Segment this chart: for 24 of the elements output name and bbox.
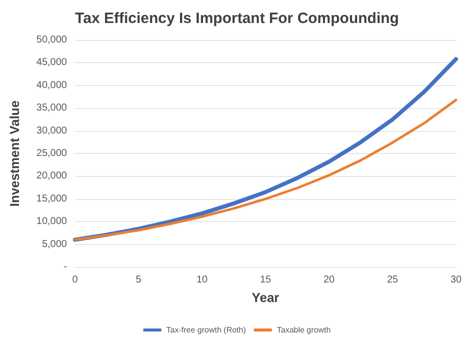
x-tick-label: 25 (386, 274, 398, 286)
y-tick-label: 15,000 (36, 193, 68, 204)
x-tick-label: 20 (323, 274, 335, 286)
legend-label: Taxable growth (276, 326, 331, 334)
legend-label: Tax-free growth (Roth) (166, 326, 246, 334)
y-axis-title: Investment Value (7, 100, 22, 207)
y-tick-label: 10,000 (36, 216, 68, 228)
chart-title: Tax Efficiency Is Important For Compounding (75, 10, 399, 27)
y-tick-label: 35,000 (36, 102, 68, 114)
y-tick-label: 20,000 (36, 170, 68, 182)
x-tick-label: 15 (260, 274, 272, 286)
x-tick-label: 0 (72, 274, 78, 286)
x-tick-label: 30 (450, 274, 462, 286)
y-tick-label: 45,000 (36, 57, 68, 68)
x-axis-title: Year (252, 290, 280, 305)
y-tick-label: 40,000 (36, 80, 68, 91)
y-tick-label: 25,000 (36, 148, 68, 159)
x-tick-label: 5 (136, 274, 142, 286)
x-tick-label: 10 (196, 274, 208, 286)
y-tick-label: 5,000 (42, 238, 68, 250)
y-tick-label: 50,000 (36, 34, 68, 46)
y-tick-label: - (64, 262, 67, 272)
y-tick-label: 30,000 (36, 125, 68, 136)
line-series (74, 98, 458, 242)
